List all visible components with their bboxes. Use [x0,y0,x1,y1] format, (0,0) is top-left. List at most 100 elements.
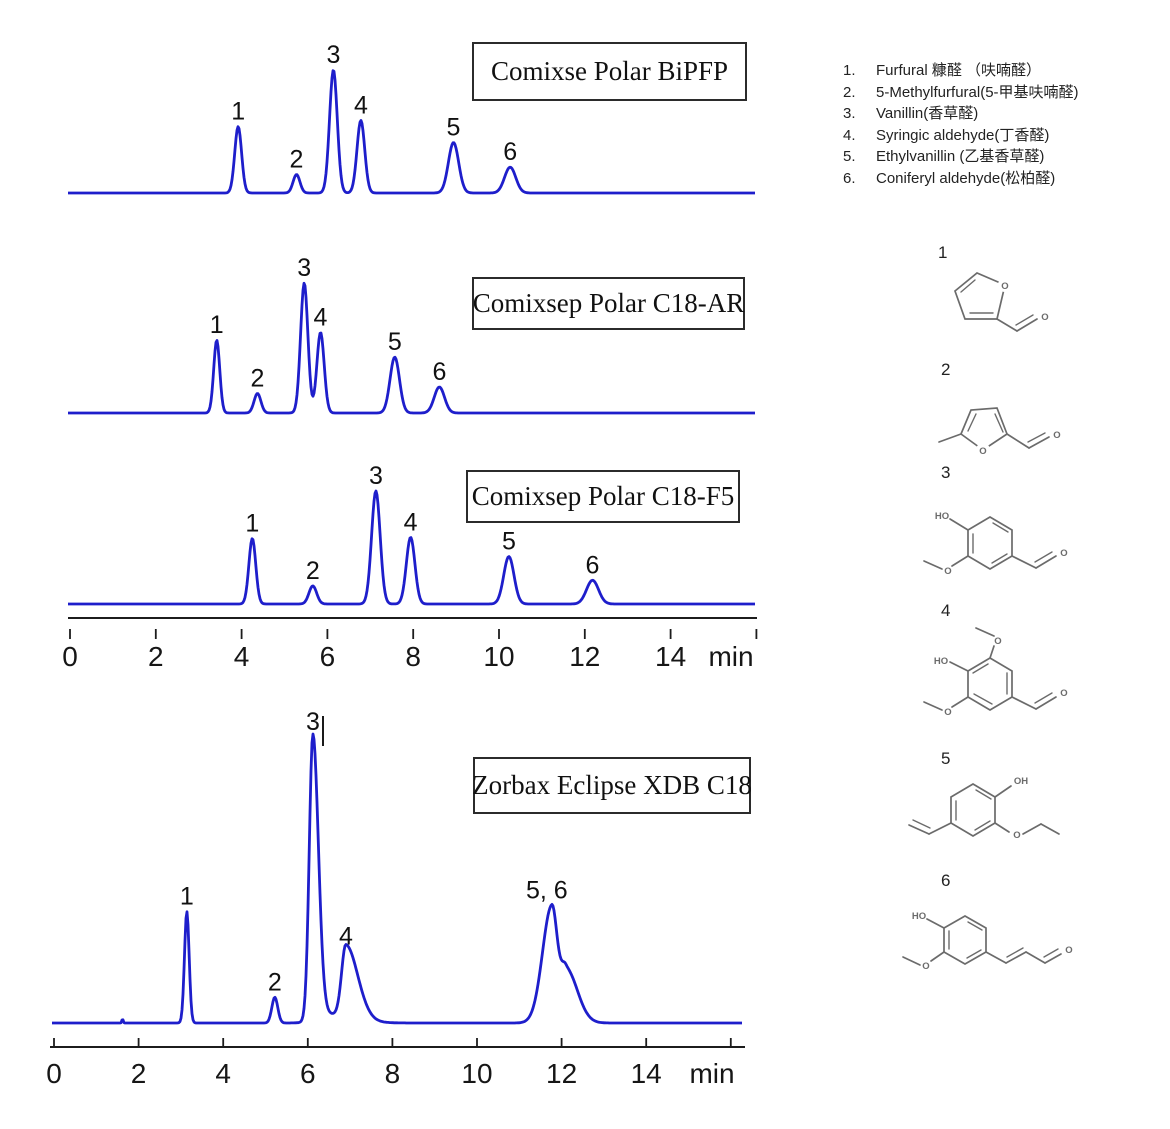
atom-label: HO [912,911,926,922]
structure-drawing-6: HO O O [902,911,1073,972]
atom-label: O [1001,281,1008,292]
peak-label: 1 [245,510,259,538]
axis-tick-label: 10 [483,641,514,672]
structure-vanillin: HO O O [898,495,1098,595]
axis-tick-label: 14 [631,1058,662,1089]
structure-5-methylfurfural: O O [905,388,1085,478]
axis-tick-label: 6 [300,1058,316,1089]
axis-unit-label: min [708,641,753,672]
atom-label: OH [1014,776,1028,787]
peak-label: 5 [388,328,402,356]
legend-number: 5. [843,148,856,165]
structure-number-6: 6 [941,871,951,890]
column-title-box-2: Comixsep Polar C18-AR [472,277,745,330]
peak-label: 4 [339,923,353,951]
peak-label: 2 [290,146,304,174]
structure-drawing-4: O HO O O [923,627,1068,718]
axis-tick-label: 2 [148,641,164,672]
atom-label: O [944,707,951,718]
structure-furfural: O O [925,263,1065,353]
peak-label: 3 [369,462,383,490]
legend-item-1: 1. Furfural 糠醛 （呋喃醛） [843,60,1163,82]
atom-label: O [944,566,951,577]
peak-label: 3 [297,254,311,282]
peak-label: 3 [306,708,320,736]
atom-label: O [994,636,1001,647]
peak-label: 6 [503,138,517,166]
column-title-1: Comixse Polar BiPFP [490,56,729,86]
legend-item-2: 2. 5-Methylfurfural(5-甲基呋喃醛) [843,82,1163,104]
axis-tick-label: 14 [655,641,686,672]
axis-tick-label: 12 [546,1058,577,1089]
column-title-box-1: Comixse Polar BiPFP [472,42,747,101]
peak-label: 4 [404,508,418,536]
peak-label: 4 [354,91,368,119]
axis-tick-label: 10 [461,1058,492,1089]
structure-drawing-2: O O [938,407,1061,457]
atom-label: O [1060,548,1067,559]
column-title-4: Zorbax Eclipse XDB C18 [472,770,752,800]
column-title-box-4: Zorbax Eclipse XDB C18 [472,757,752,814]
atom-label: HO [934,656,948,667]
structure-number-3: 3 [941,463,951,482]
atom-label: O [1041,312,1048,323]
column-title-2: Comixsep Polar C18-AR [472,288,745,318]
legend-item-6: 6. Coniferyl aldehyde(松柏醛) [843,168,1163,190]
chromatogram-trace-4 [51,732,743,1025]
structure-number-4: 4 [941,601,951,620]
legend-label: Syringic aldehyde(丁香醛) [876,126,1050,144]
chromatogram-trace-3 [67,489,756,606]
peak-label: 1 [180,883,194,911]
legend-label: Furfural 糠醛 （呋喃醛） [876,62,1042,79]
legend-label: Ethylvanillin (乙基香草醛) [876,148,1045,165]
peak-label: 2 [251,365,265,393]
structure-syringic-aldehyde: O HO O O [898,622,1098,742]
atom-label: O [1053,430,1060,441]
structure-ethylvanillin: OH O [893,768,1083,858]
chromatogram-trace-1 [67,69,756,195]
structure-number-5: 5 [941,749,951,768]
compound-legend: 1. Furfural 糠醛 （呋喃醛） 2. 5-Methylfurfural… [843,60,1163,189]
peak-label: 1 [231,98,245,126]
legend-number: 4. [843,126,856,144]
peak-label: 2 [268,968,282,996]
chromatogram-trace-2 [67,281,756,415]
axis-unit-label: min [689,1058,734,1089]
legend-item-4: 4. Syringic aldehyde(丁香醛) [843,125,1163,147]
peak-label: 3 [326,41,340,69]
axis-tick-label: 4 [215,1058,231,1089]
legend-item-3: 3. Vanillin(香草醛) [843,103,1163,125]
column-title-box-3: Comixsep Polar C18-F5 [466,470,740,523]
column-title-3: Comixsep Polar C18-F5 [471,481,735,511]
legend-item-5: 5. Ethylvanillin (乙基香草醛) [843,146,1163,168]
peak-label: 6 [586,551,600,579]
peak-label: 4 [314,303,328,331]
axis-tick-label: 12 [569,641,600,672]
structure-drawing-5: OH O [908,776,1060,841]
axis-tick-label: 0 [62,641,78,672]
structure-number-1: 1 [938,243,948,262]
atom-label: O [1060,688,1067,699]
peak-label: 6 [432,358,446,386]
legend-number: 3. [843,105,856,122]
peak-label: 5 [447,114,461,142]
atom-label: O [979,446,986,457]
axis-tick-label: 0 [46,1058,62,1089]
peak-label: 5, 6 [526,877,568,905]
axis-tick-label: 2 [131,1058,147,1089]
atom-label: HO [935,511,949,522]
axis-tick-label: 6 [320,641,336,672]
peak-label: 1 [210,311,224,339]
atom-label: O [922,961,929,972]
atom-label: O [1065,945,1072,956]
legend-number: 1. [843,62,856,79]
structure-coniferyl-aldehyde: HO O O [893,895,1093,995]
peak-label: 5 [502,528,516,556]
axis-tick-label: 8 [405,641,421,672]
structure-drawing-1: O O [953,272,1049,332]
legend-label: Coniferyl aldehyde(松柏醛) [876,169,1056,187]
cursor-mark [322,716,324,746]
axis-tick-label: 8 [385,1058,401,1089]
